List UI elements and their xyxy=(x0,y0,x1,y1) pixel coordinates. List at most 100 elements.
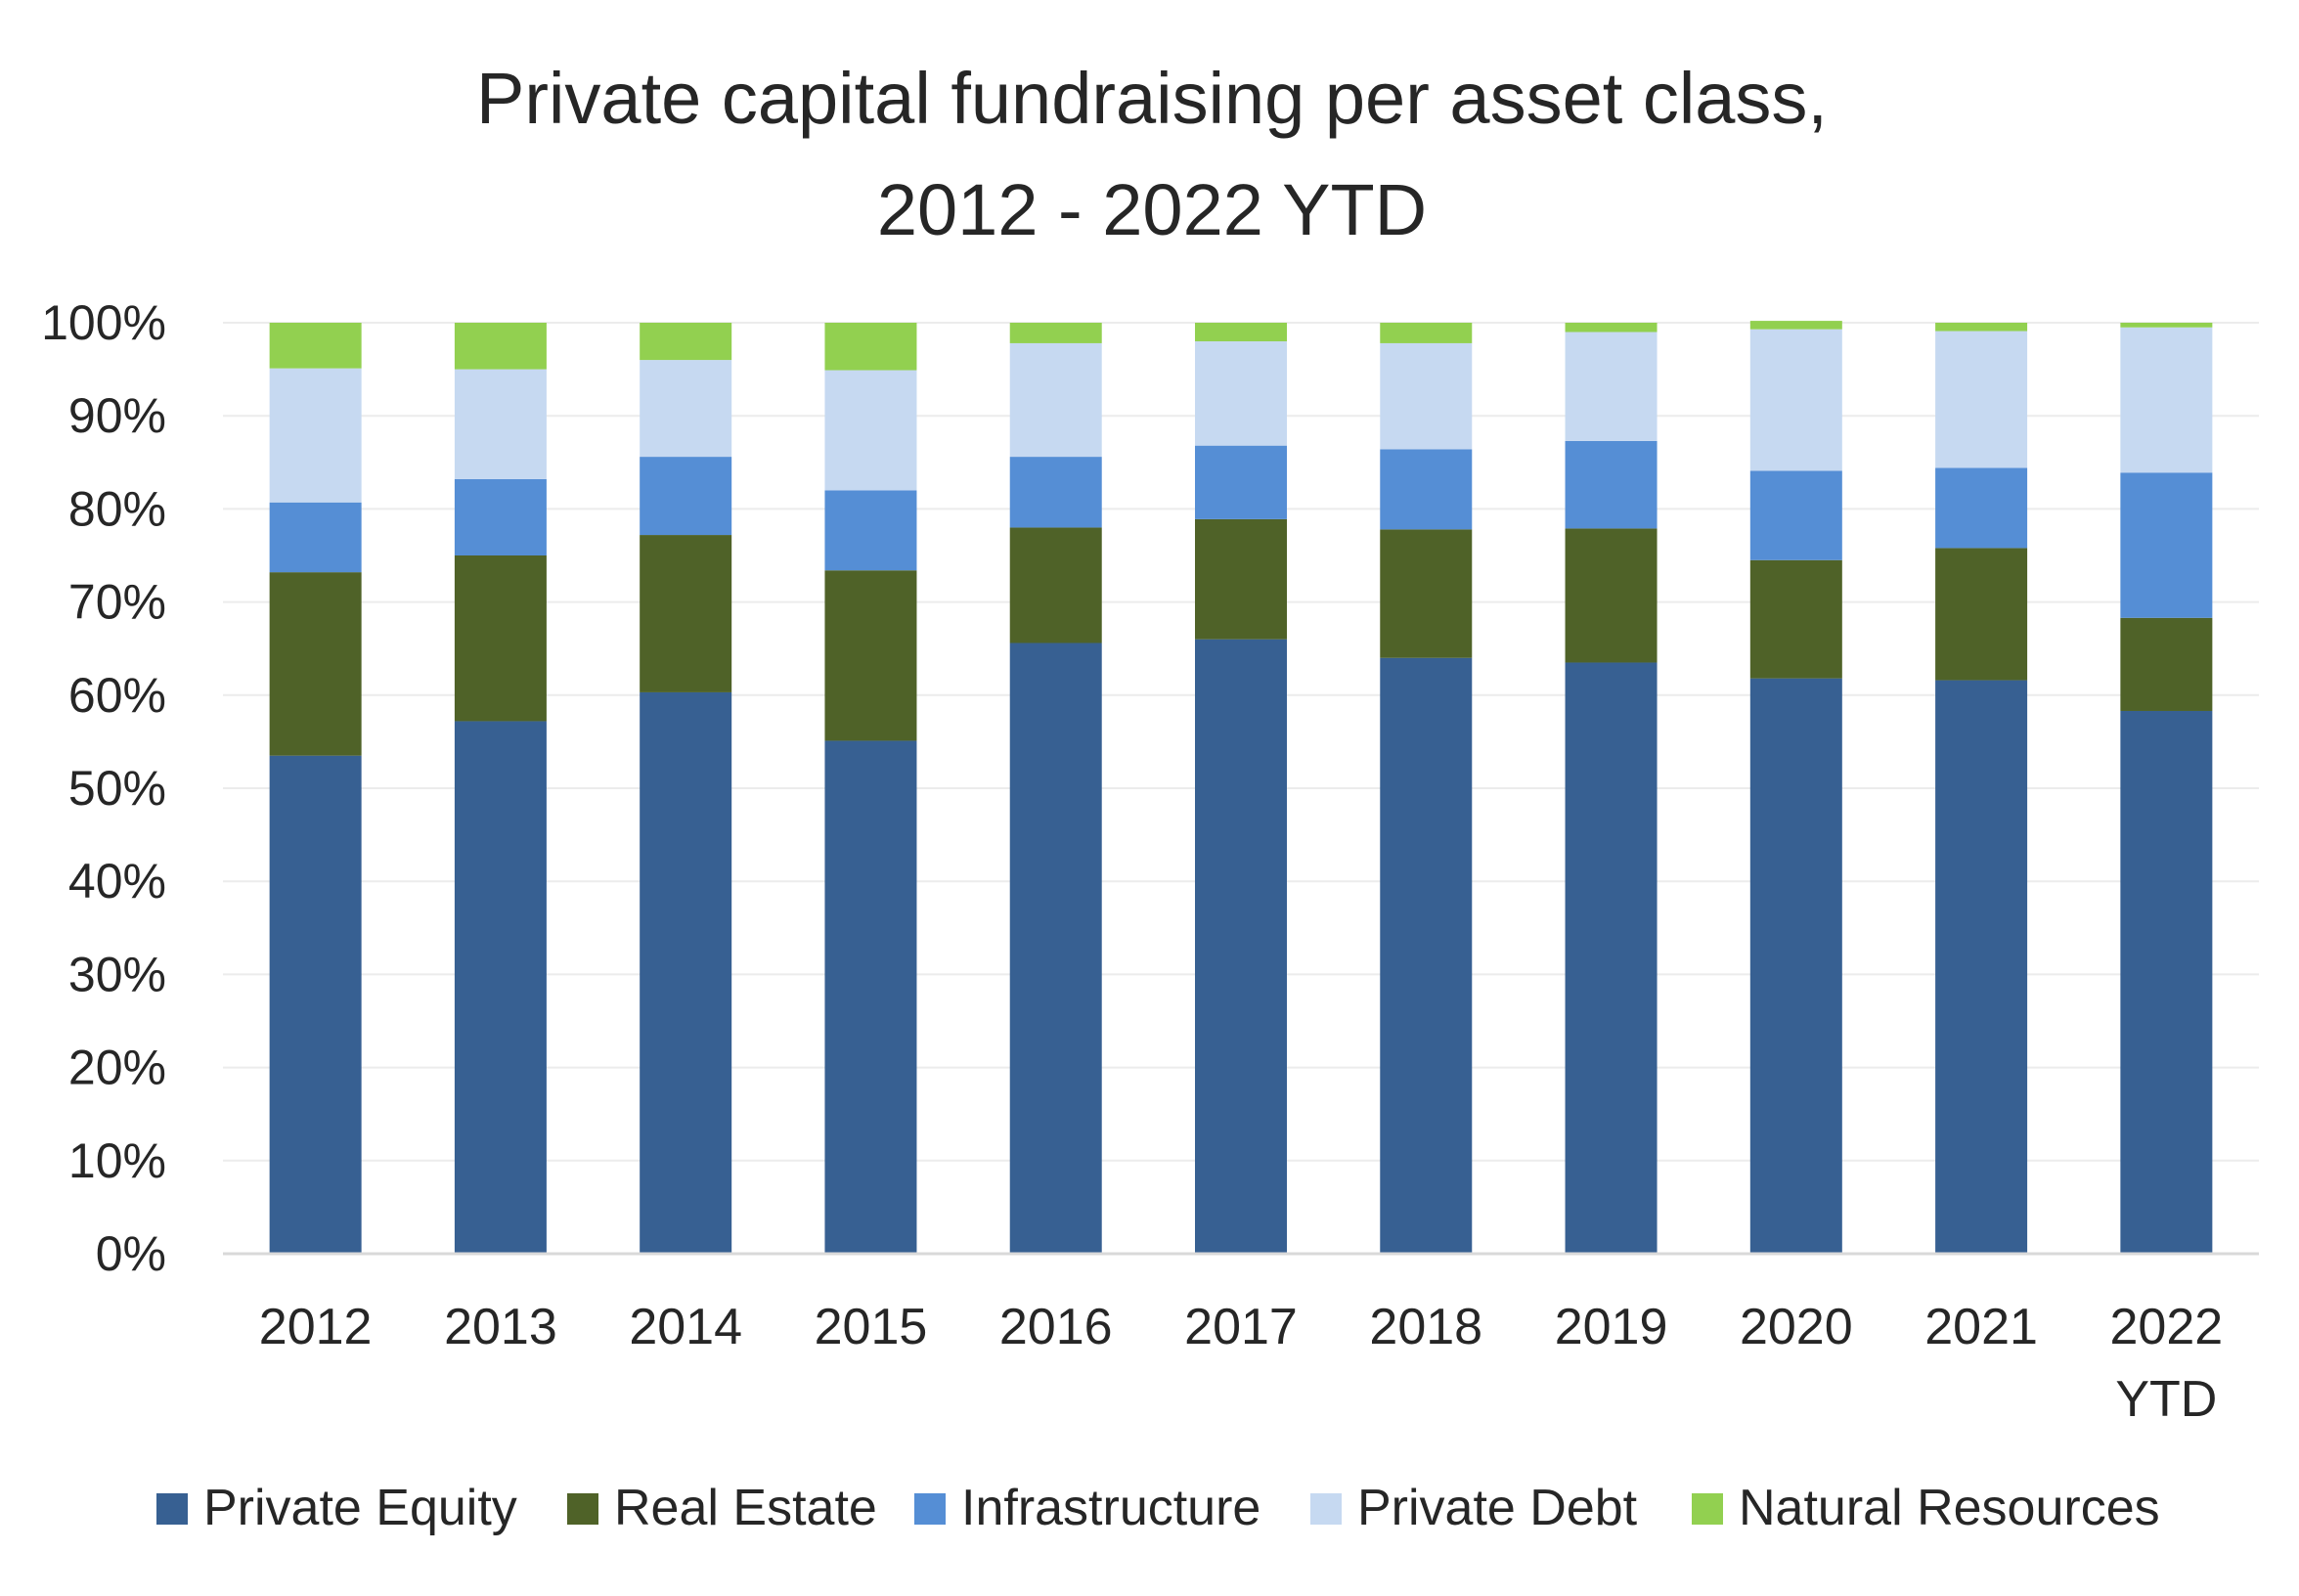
bar-segment-private-debt xyxy=(824,370,917,491)
chart-title-line: Private capital fundraising per asset cl… xyxy=(476,58,1828,139)
bar-segment-infrastructure xyxy=(454,478,547,555)
bar-stack xyxy=(269,323,362,1254)
bar-segment-real-estate xyxy=(2120,617,2213,711)
x-tick-label: 2013 xyxy=(444,1299,557,1355)
bar-segment-real-estate xyxy=(1009,527,1102,643)
y-tick-label: 20% xyxy=(68,1041,166,1095)
bar-segment-infrastructure xyxy=(1935,467,2028,549)
bar-segment-infrastructure xyxy=(1749,470,1842,560)
legend-item: Real Estate xyxy=(567,1480,877,1536)
bar-segment-natural-resources xyxy=(2120,323,2213,328)
bar-segment-natural-resources xyxy=(640,323,732,361)
bar-segment-private-debt xyxy=(1935,331,2028,468)
bar-segment-private-equity xyxy=(1195,639,1287,1254)
x-tick-label: 2018 xyxy=(1369,1299,1482,1355)
legend-label: Natural Resources xyxy=(1739,1480,2160,1536)
y-tick-label: 40% xyxy=(68,854,166,909)
x-tick-label: 2022 xyxy=(2110,1299,2224,1355)
bar-segment-natural-resources xyxy=(1009,323,1102,343)
x-tick-label: 2016 xyxy=(999,1299,1113,1355)
bar-stack xyxy=(1009,323,1102,1254)
x-tick-label: 2014 xyxy=(629,1299,742,1355)
bar-stack xyxy=(454,323,547,1254)
y-tick-label: 90% xyxy=(68,388,166,443)
bar-segment-real-estate xyxy=(1380,529,1473,658)
x-tick-label: YTD xyxy=(2115,1371,2217,1428)
y-tick-label: 10% xyxy=(68,1133,166,1188)
bar-segment-infrastructure xyxy=(1009,457,1102,528)
bar-segment-infrastructure xyxy=(1195,445,1287,519)
bar-segment-private-debt xyxy=(1009,342,1102,458)
legend-label: Real Estate xyxy=(614,1480,877,1536)
x-tick-label: 2020 xyxy=(1740,1299,1853,1355)
legend-item: Infrastructure xyxy=(914,1480,1260,1536)
legend-label: Infrastructure xyxy=(961,1480,1260,1536)
bar-stack xyxy=(2120,323,2213,1254)
legend-swatch xyxy=(567,1493,598,1525)
bar-segment-natural-resources xyxy=(1565,323,1658,332)
bar-segment-infrastructure xyxy=(2120,472,2213,618)
bar-segment-private-equity xyxy=(2120,710,2213,1254)
legend-swatch xyxy=(914,1493,946,1525)
bar-segment-natural-resources xyxy=(824,323,917,371)
bar-stack xyxy=(1565,323,1658,1254)
bar-stack xyxy=(1935,323,2028,1254)
bar-segment-real-estate xyxy=(269,572,362,756)
bar-segment-private-equity xyxy=(454,721,547,1254)
bar-segment-infrastructure xyxy=(824,490,917,571)
legend-swatch xyxy=(1692,1493,1723,1525)
bar-stack xyxy=(1195,323,1287,1254)
legend-swatch xyxy=(156,1493,188,1525)
bar-segment-private-equity xyxy=(1009,643,1102,1254)
axes: 0% 10% 20% 30% 40% 50% 60% 70% 80% 90% 100% 2012 201… xyxy=(41,295,2259,1428)
legend-label: Private Equity xyxy=(203,1480,517,1536)
bar-stack xyxy=(824,323,917,1254)
bar-segment-infrastructure xyxy=(269,502,362,573)
legend-item: Private Debt xyxy=(1310,1480,1638,1536)
bar-segment-private-debt xyxy=(269,368,362,503)
y-tick-label: 70% xyxy=(68,575,166,630)
bar-segment-real-estate xyxy=(1565,528,1658,663)
legend-item: Private Equity xyxy=(156,1480,517,1536)
bar-segment-real-estate xyxy=(1749,559,1842,679)
bar-segment-private-debt xyxy=(1195,341,1287,446)
bar-segment-natural-resources xyxy=(1935,323,2028,332)
bar-segment-private-equity xyxy=(1749,678,1842,1254)
bar-segment-real-estate xyxy=(1935,548,2028,681)
y-tick-label: 0% xyxy=(96,1226,166,1281)
legend-label: Private Debt xyxy=(1357,1480,1638,1536)
bar-segment-real-estate xyxy=(640,535,732,692)
bar-segment-infrastructure xyxy=(640,457,732,536)
y-tick-label: 60% xyxy=(68,668,166,723)
bar-segment-private-equity xyxy=(269,755,362,1254)
x-tick-label: 2019 xyxy=(1555,1299,1668,1355)
x-tick-label: 2017 xyxy=(1184,1299,1298,1355)
bar-segment-private-equity xyxy=(824,740,917,1254)
bar-segment-natural-resources xyxy=(454,323,547,370)
x-tick-label: 2012 xyxy=(259,1299,373,1355)
bar-segment-private-equity xyxy=(640,691,732,1254)
bar-segment-natural-resources xyxy=(1195,323,1287,342)
legend: Private Equity Real Estate Infrastructure P… xyxy=(156,1480,2160,1536)
y-tick-label: 50% xyxy=(68,761,166,816)
bar-segment-infrastructure xyxy=(1565,440,1658,529)
bar-segment-natural-resources xyxy=(1749,321,1842,330)
bar-segment-private-debt xyxy=(640,360,732,458)
bar-segment-real-estate xyxy=(824,570,917,741)
bar-segment-private-equity xyxy=(1380,657,1473,1254)
x-tick-label: 2015 xyxy=(815,1299,928,1355)
legend-item: Natural Resources xyxy=(1692,1480,2160,1536)
bar-segment-private-debt xyxy=(454,369,547,479)
chart-title: Private capital fundraising per asset cl… xyxy=(476,58,1828,250)
x-tick-label: 2021 xyxy=(1924,1299,2038,1355)
bar-segment-infrastructure xyxy=(1380,449,1473,530)
y-tick-label: 100% xyxy=(41,295,166,350)
bar-segment-private-debt xyxy=(2120,327,2213,473)
bar-segment-private-debt xyxy=(1749,329,1842,471)
legend-swatch xyxy=(1310,1493,1342,1525)
bar-stack xyxy=(1749,321,1842,1254)
bar-segment-private-equity xyxy=(1935,680,2028,1254)
bar-segment-natural-resources xyxy=(269,323,362,369)
